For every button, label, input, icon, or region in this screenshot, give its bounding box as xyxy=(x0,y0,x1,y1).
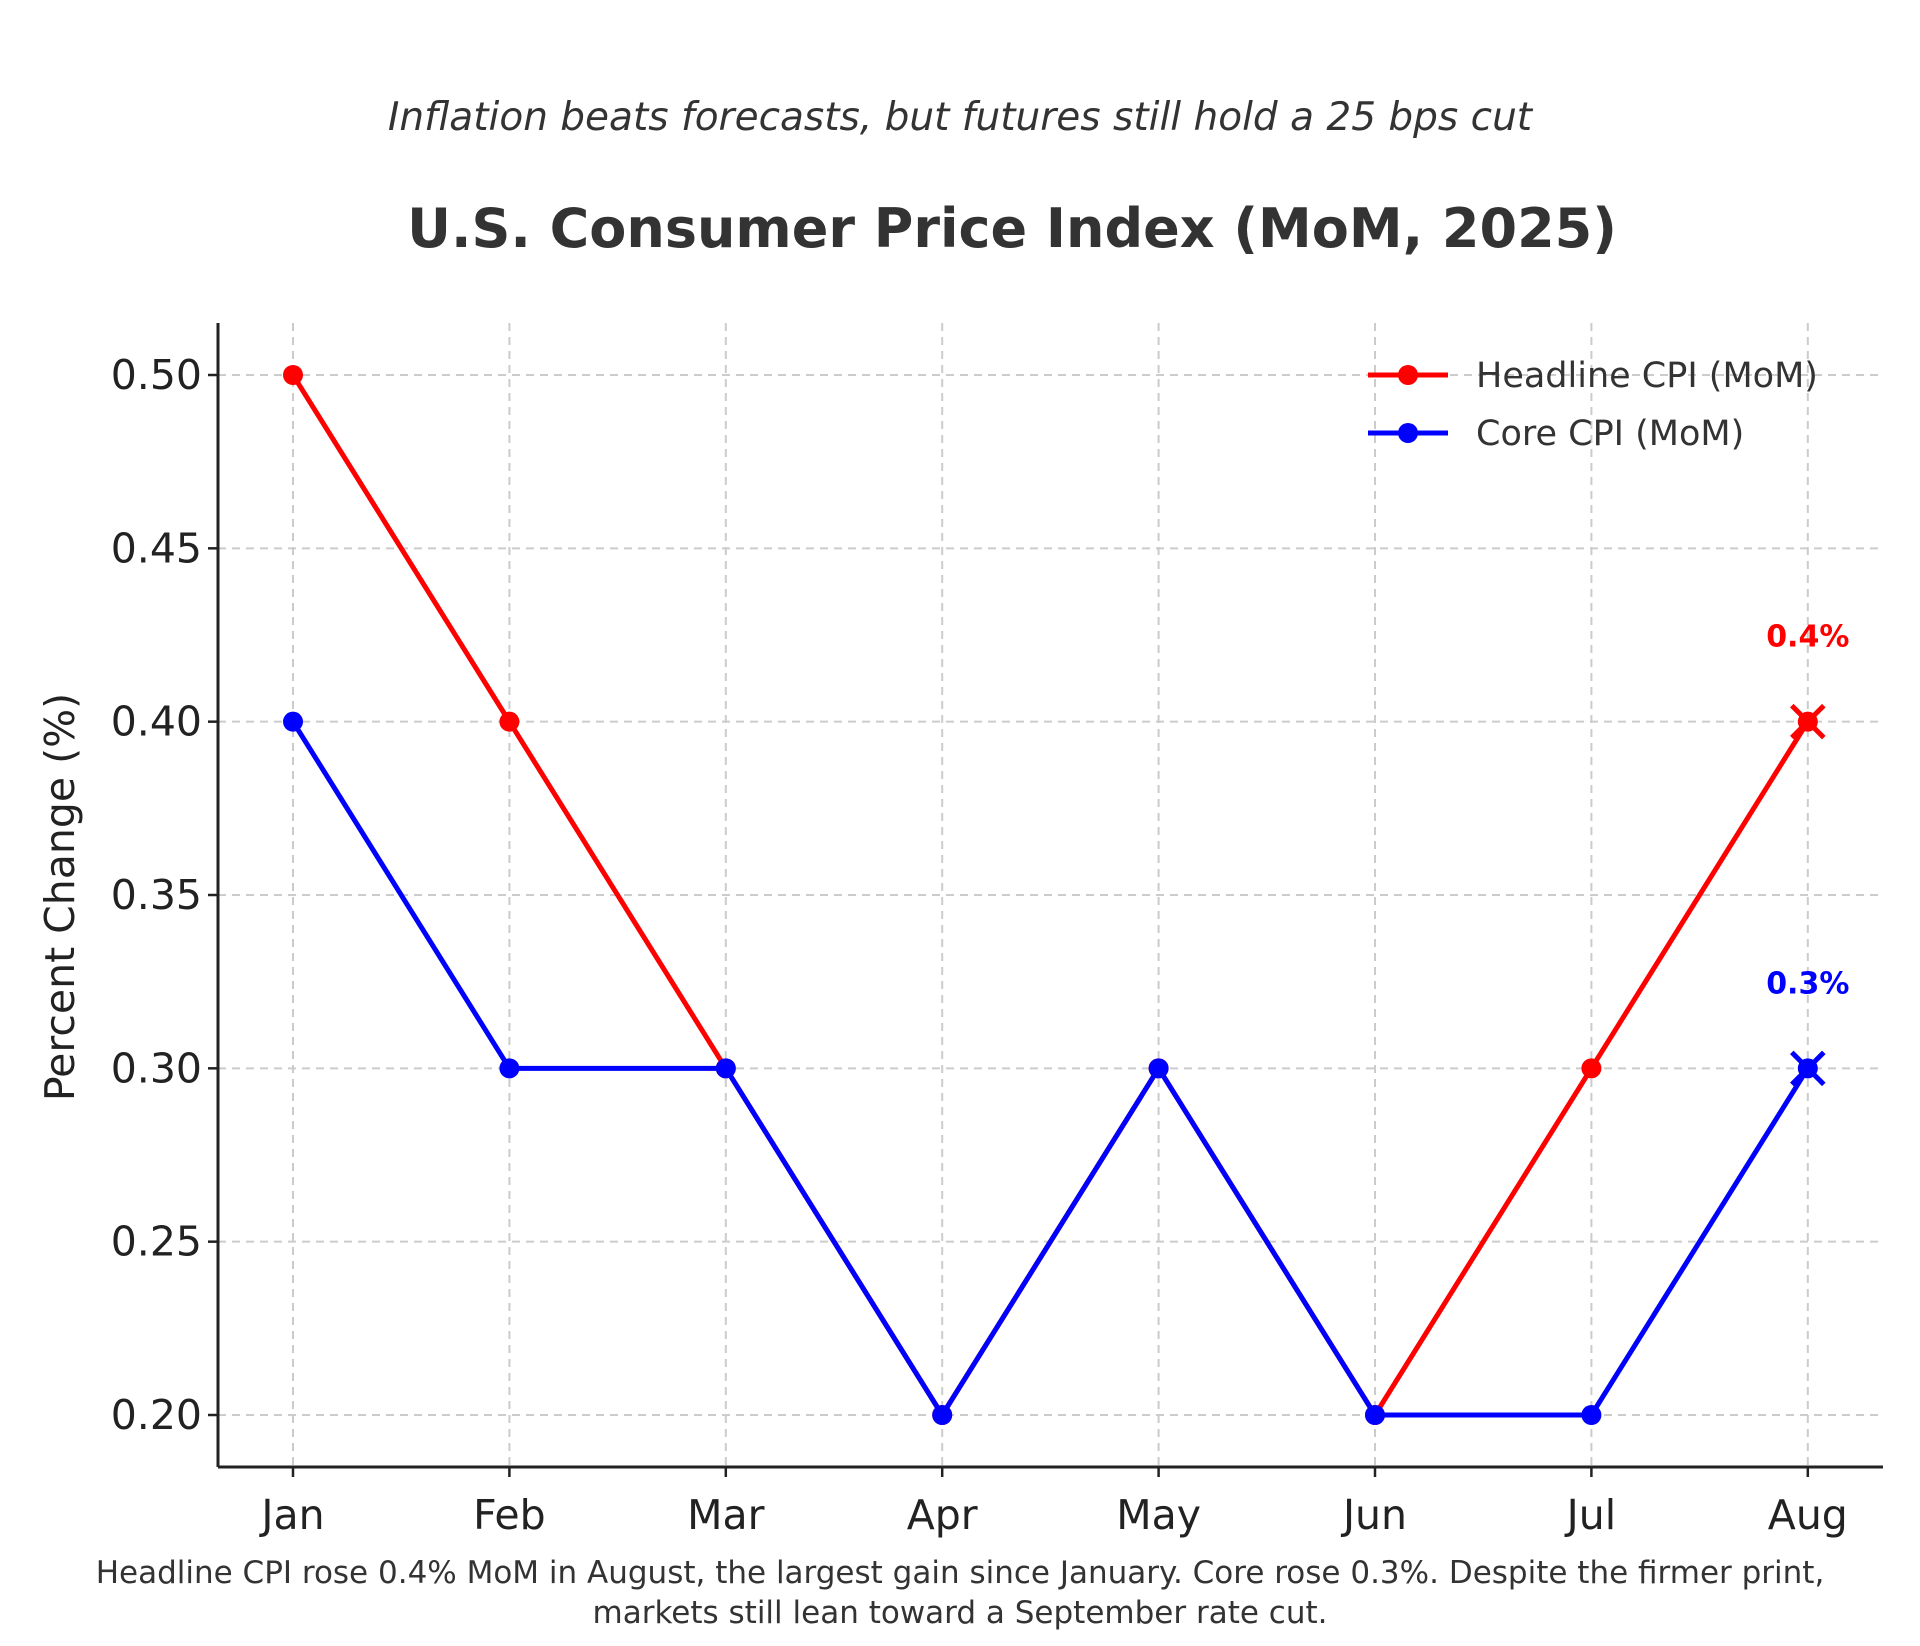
data-point xyxy=(1148,1058,1169,1079)
caption-line-1: Headline CPI rose 0.4% MoM in August, th… xyxy=(96,1555,1825,1591)
y-tick-label: 0.50 xyxy=(111,351,202,399)
x-tick-label: Feb xyxy=(473,1491,546,1539)
legend-entry: Headline CPI (MoM) xyxy=(1368,356,1818,396)
y-tick-label: 0.40 xyxy=(111,698,202,746)
x-axis-ticks: Jan Feb Mar Apr May Jun Jul Aug xyxy=(258,1467,1848,1539)
legend-label: Core CPI (MoM) xyxy=(1476,414,1744,454)
chart-subtitle: Inflation beats forecasts, but futures s… xyxy=(388,95,1534,140)
chart-caption: Headline CPI rose 0.4% MoM in August, th… xyxy=(96,1555,1825,1631)
x-tick-label: Jun xyxy=(1340,1491,1407,1539)
y-tick-label: 0.30 xyxy=(111,1044,202,1092)
x-tick-label: May xyxy=(1116,1491,1201,1539)
data-point xyxy=(932,1405,953,1425)
legend: Headline CPI (MoM) Core CPI (MoM) xyxy=(1368,356,1818,454)
data-point xyxy=(715,1058,736,1079)
caption-line-2: markets still lean toward a September ra… xyxy=(593,1595,1328,1631)
series-line xyxy=(290,720,1810,1418)
legend-entry: Core CPI (MoM) xyxy=(1368,414,1744,454)
x-tick-label: Jan xyxy=(258,1491,324,1539)
y-tick-label: 0.20 xyxy=(111,1391,202,1439)
x-tick-label: Apr xyxy=(907,1491,978,1539)
data-label-annotation: 0.4% xyxy=(1766,620,1849,655)
legend-swatch-marker xyxy=(1398,365,1418,385)
y-tick-label: 0.35 xyxy=(111,871,202,919)
x-tick-label: Jul xyxy=(1564,1491,1616,1539)
series-core-cpi xyxy=(283,711,1826,1425)
data-point xyxy=(283,365,303,385)
x-tick-label: Aug xyxy=(1768,1491,1848,1539)
y-tick-label: 0.25 xyxy=(111,1218,202,1266)
data-point xyxy=(1581,1405,1602,1425)
y-axis-label: Percent Change (%) xyxy=(36,693,84,1101)
y-tick-label: 0.45 xyxy=(111,524,202,572)
data-series xyxy=(283,365,1826,1425)
legend-label: Headline CPI (MoM) xyxy=(1476,356,1818,396)
highlight-x-marker xyxy=(1790,1050,1826,1087)
data-point xyxy=(1365,1405,1385,1425)
y-axis-ticks: 0.20 0.25 0.30 0.35 0.40 0.45 0.50 xyxy=(111,351,218,1439)
data-point xyxy=(283,711,303,732)
data-point xyxy=(1581,1058,1602,1079)
grid-lines xyxy=(218,323,1883,1467)
legend-swatch-marker xyxy=(1398,423,1418,443)
data-point xyxy=(499,711,520,732)
chart-title: U.S. Consumer Price Index (MoM, 2025) xyxy=(407,197,1617,260)
data-point xyxy=(499,1058,520,1079)
data-label-annotation: 0.3% xyxy=(1766,966,1849,1001)
highlight-x-marker xyxy=(1790,703,1826,740)
x-tick-label: Mar xyxy=(687,1491,764,1539)
annotations: 0.4% 0.3% xyxy=(1766,620,1849,1002)
